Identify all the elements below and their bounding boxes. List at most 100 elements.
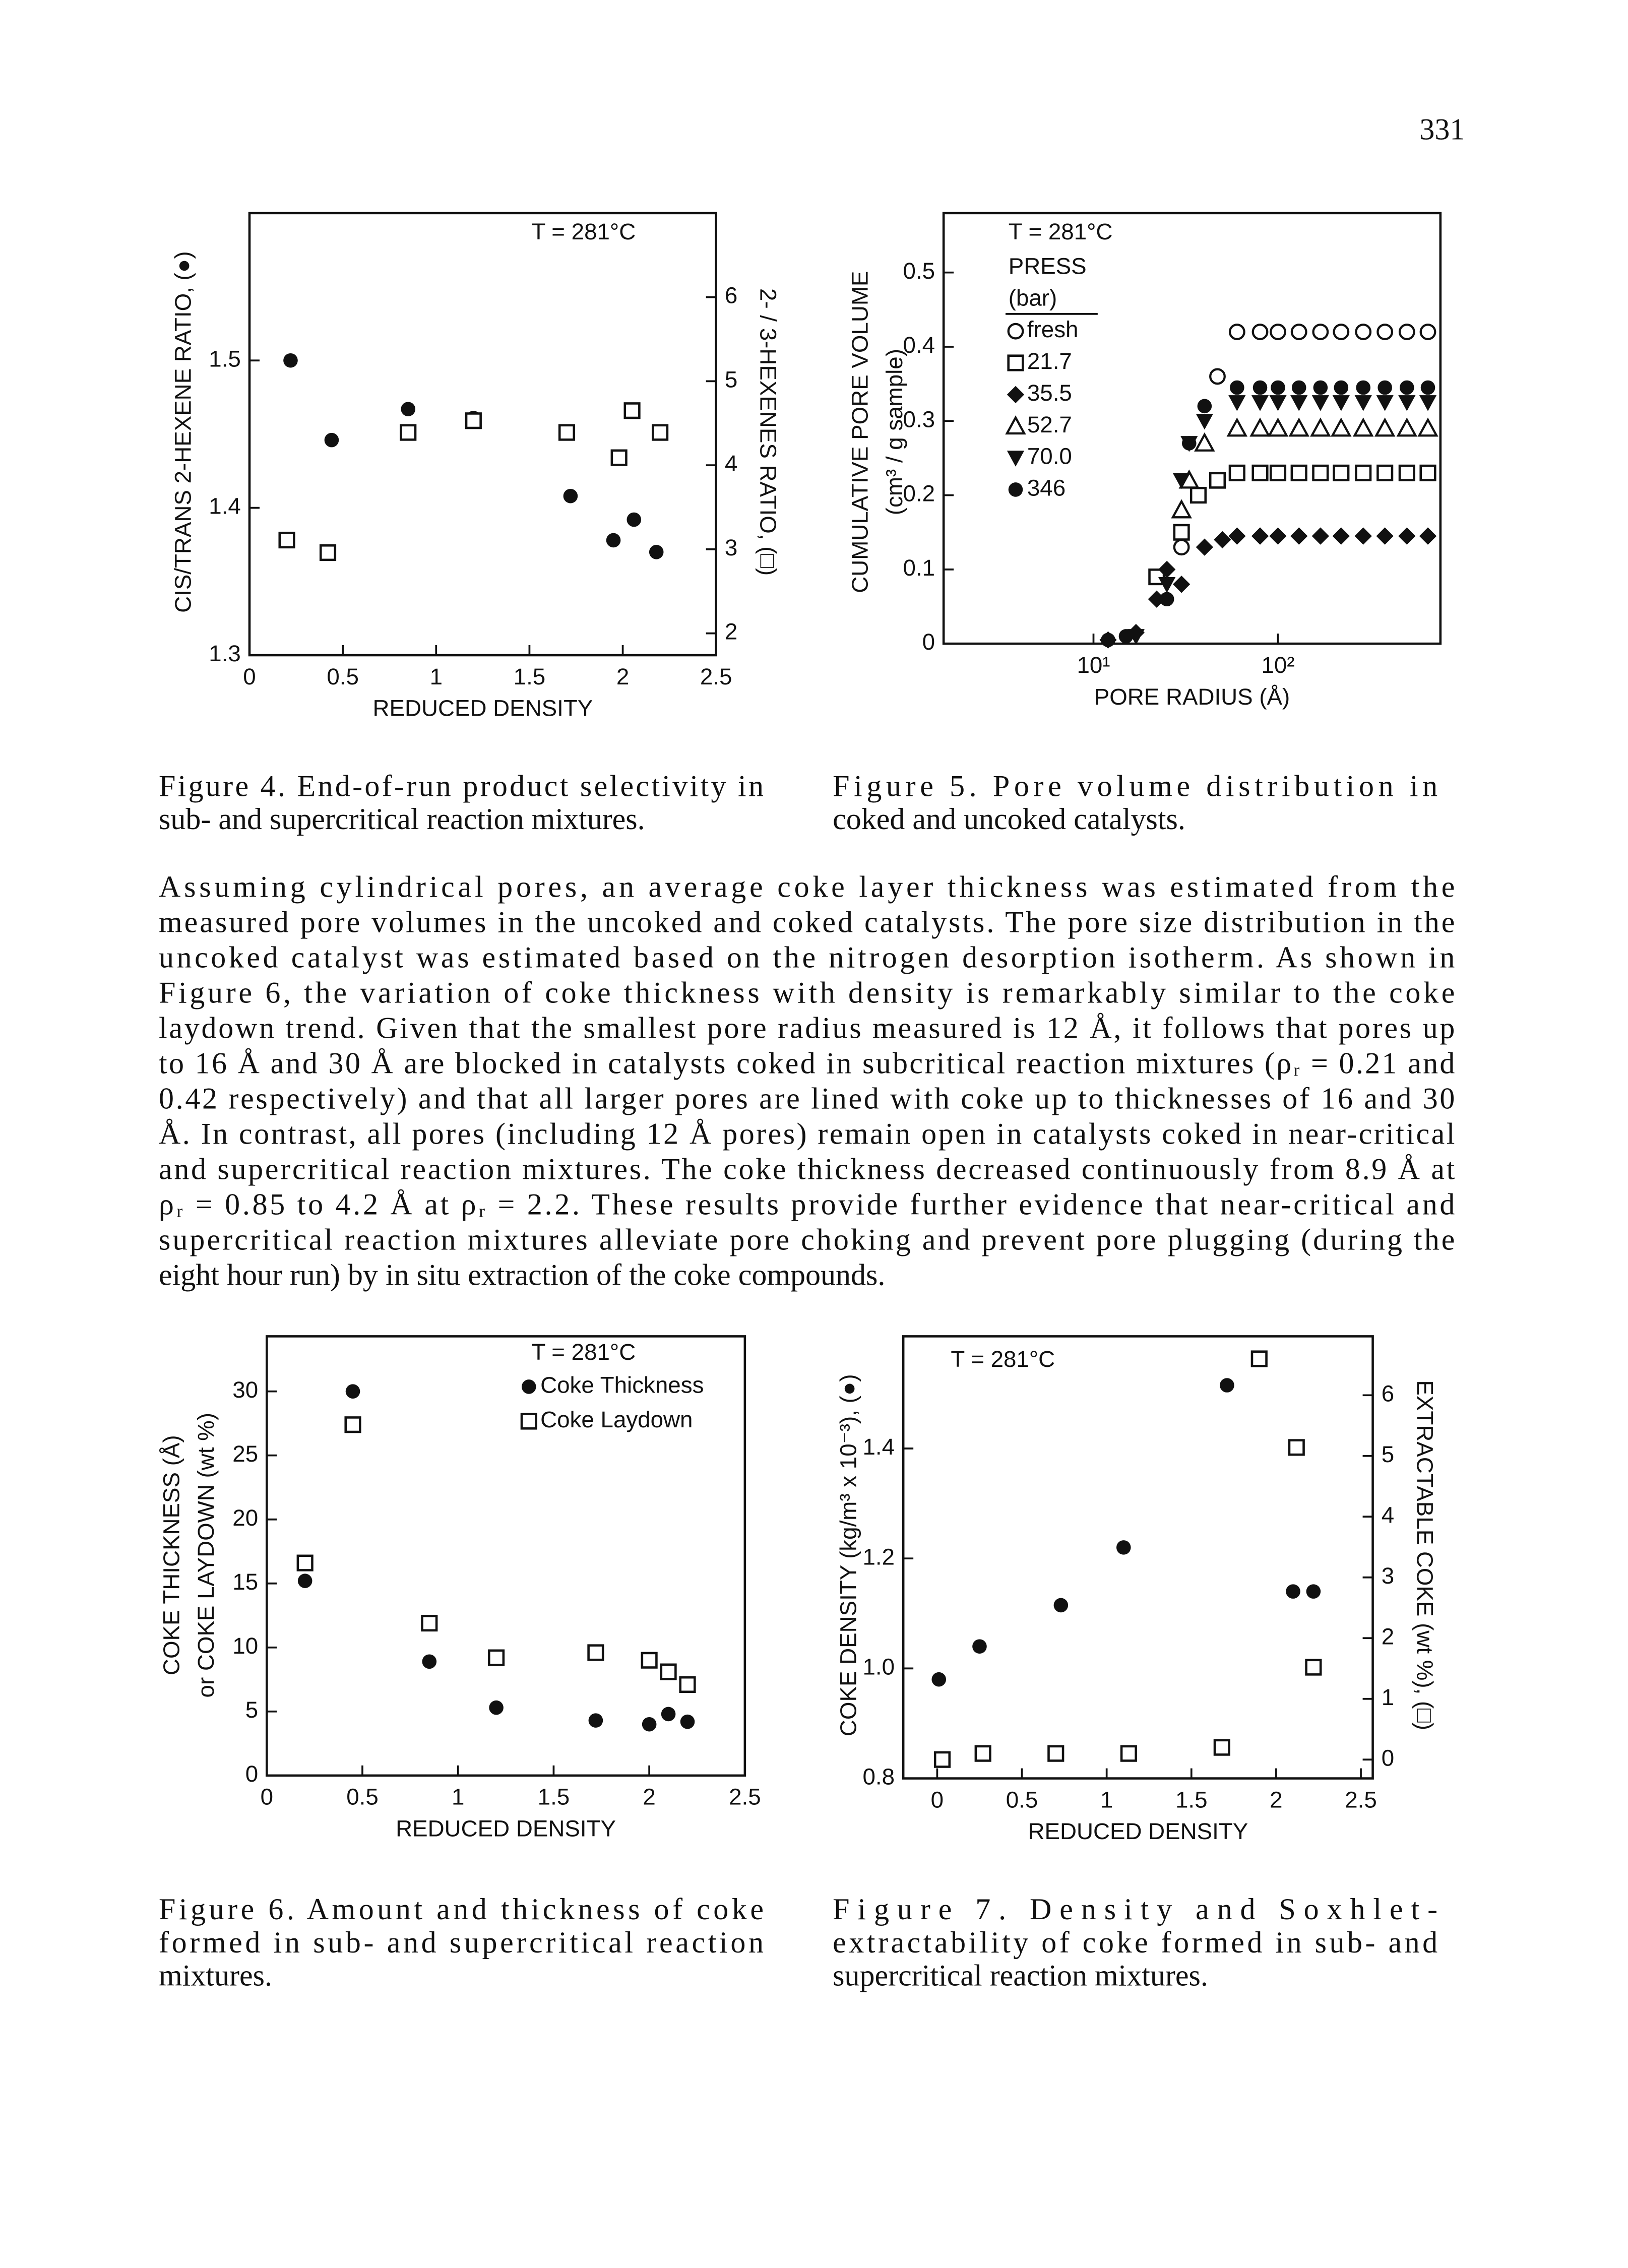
data-point	[1374, 417, 1396, 437]
plot-frame	[248, 212, 717, 657]
y2-tick-label: 0	[1382, 1745, 1394, 1771]
data-point	[660, 1663, 677, 1680]
data-point	[1271, 380, 1285, 395]
y2-tick-label: 5	[1382, 1441, 1394, 1467]
legend-marker	[1007, 323, 1024, 340]
data-point	[563, 488, 578, 503]
data-point	[297, 1573, 312, 1588]
data-point	[465, 412, 482, 429]
data-point	[1333, 324, 1350, 340]
data-point	[1398, 464, 1415, 481]
data-point	[1420, 380, 1435, 395]
data-point	[1250, 1350, 1268, 1367]
figure-caption: formed in sub- and supercritical reactio…	[159, 1926, 764, 1959]
y-axis-label: (cm³ / g sample)	[882, 349, 907, 515]
y-tick-label: 0.2	[903, 481, 935, 507]
data-point	[324, 432, 339, 448]
data-point	[1116, 1540, 1131, 1555]
legend-marker	[1008, 482, 1023, 497]
data-point	[1312, 324, 1329, 340]
data-point	[1419, 464, 1436, 481]
data-point	[1228, 527, 1246, 545]
x-axis-label: PORE RADIUS (Å)	[1094, 684, 1290, 710]
y-tick-label: 1.5	[209, 346, 241, 371]
y2-axis-label: 2- / 3-HEXENES RATIO, (□)	[756, 288, 781, 576]
x-tick-label: 1	[1100, 1787, 1113, 1812]
x-tick-label: 0	[243, 664, 256, 689]
chart-title: T = 281°C	[1009, 219, 1113, 244]
y2-tick-label: 2	[1382, 1623, 1394, 1649]
y-tick-label: 25	[232, 1441, 258, 1467]
y-tick-label: 10	[232, 1633, 258, 1659]
y-axis-label: COKE THICKNESS (Å)	[159, 1435, 184, 1675]
legend-marker	[520, 1413, 537, 1430]
y2-tick-label: 3	[725, 535, 737, 560]
data-point	[1171, 499, 1192, 519]
x-tick-label: 10¹	[1077, 652, 1110, 678]
plot-frame	[942, 212, 1442, 645]
data-point	[1209, 472, 1226, 489]
y-tick-label: 0.1	[903, 555, 935, 581]
data-point	[1400, 380, 1414, 395]
data-point	[1376, 527, 1394, 545]
data-point	[1396, 417, 1418, 437]
x-tick-label: 0.5	[1006, 1787, 1038, 1812]
legend-marker	[1007, 451, 1025, 467]
legend-label: Coke Thickness	[540, 1372, 704, 1398]
chart-title: T = 281°C	[951, 1346, 1055, 1372]
data-point	[1356, 380, 1371, 395]
data-point	[1377, 380, 1392, 395]
data-point	[1398, 324, 1415, 340]
legend-label: 21.7	[1027, 348, 1072, 374]
legend-label: 35.5	[1027, 380, 1072, 406]
data-point	[1053, 1598, 1069, 1613]
y2-tick-label: 6	[1382, 1380, 1394, 1406]
x-tick-label: 0.5	[327, 664, 359, 689]
body-line: supercritical reaction mixtures alleviat…	[159, 1223, 1455, 1256]
x-axis-label: REDUCED DENSITY	[372, 696, 593, 721]
x-tick-label: 2	[643, 1784, 655, 1810]
data-point	[931, 1672, 947, 1687]
data-point	[1334, 380, 1349, 395]
x-tick-label: 2.5	[1345, 1787, 1377, 1812]
legend-label: 70.0	[1027, 444, 1072, 469]
data-point	[1209, 368, 1226, 385]
x-axis-label: REDUCED DENSITY	[1028, 1818, 1248, 1844]
data-point	[1313, 380, 1328, 395]
x-tick-label: 1.5	[1175, 1787, 1208, 1812]
data-point	[319, 544, 337, 561]
page-number: 331	[1419, 113, 1465, 146]
data-point	[1228, 324, 1245, 340]
y2-tick-label: 1	[1382, 1684, 1394, 1710]
data-point	[1306, 1584, 1321, 1599]
y2-tick-label: 5	[725, 366, 737, 392]
x-tick-label: 0	[261, 1784, 273, 1810]
y2-tick-label: 4	[1382, 1502, 1394, 1528]
legend-marker	[522, 1379, 536, 1394]
data-point	[1213, 1739, 1230, 1756]
y2-tick-label: 4	[725, 451, 737, 476]
y-tick-label: 1.2	[862, 1544, 895, 1569]
data-point	[679, 1676, 696, 1693]
data-point	[1253, 380, 1268, 395]
data-point	[1214, 531, 1231, 549]
data-point	[422, 1654, 437, 1669]
y-tick-label: 1.4	[209, 493, 241, 519]
body-line: measured pore volumes in the uncoked and…	[159, 905, 1455, 938]
data-point	[489, 1700, 504, 1715]
data-point	[1194, 432, 1215, 452]
data-point	[1172, 473, 1191, 489]
data-point	[1290, 395, 1308, 411]
data-point	[1197, 399, 1212, 414]
legend-marker	[1005, 415, 1026, 435]
data-point	[974, 1745, 991, 1762]
data-point	[1047, 1745, 1065, 1762]
data-point	[1290, 527, 1308, 545]
data-point	[1173, 539, 1190, 556]
data-point	[606, 533, 621, 548]
x-tick-label: 1	[430, 664, 443, 689]
data-point	[1355, 324, 1372, 340]
x-tick-label: 2.5	[700, 664, 732, 689]
data-point	[1419, 324, 1436, 340]
